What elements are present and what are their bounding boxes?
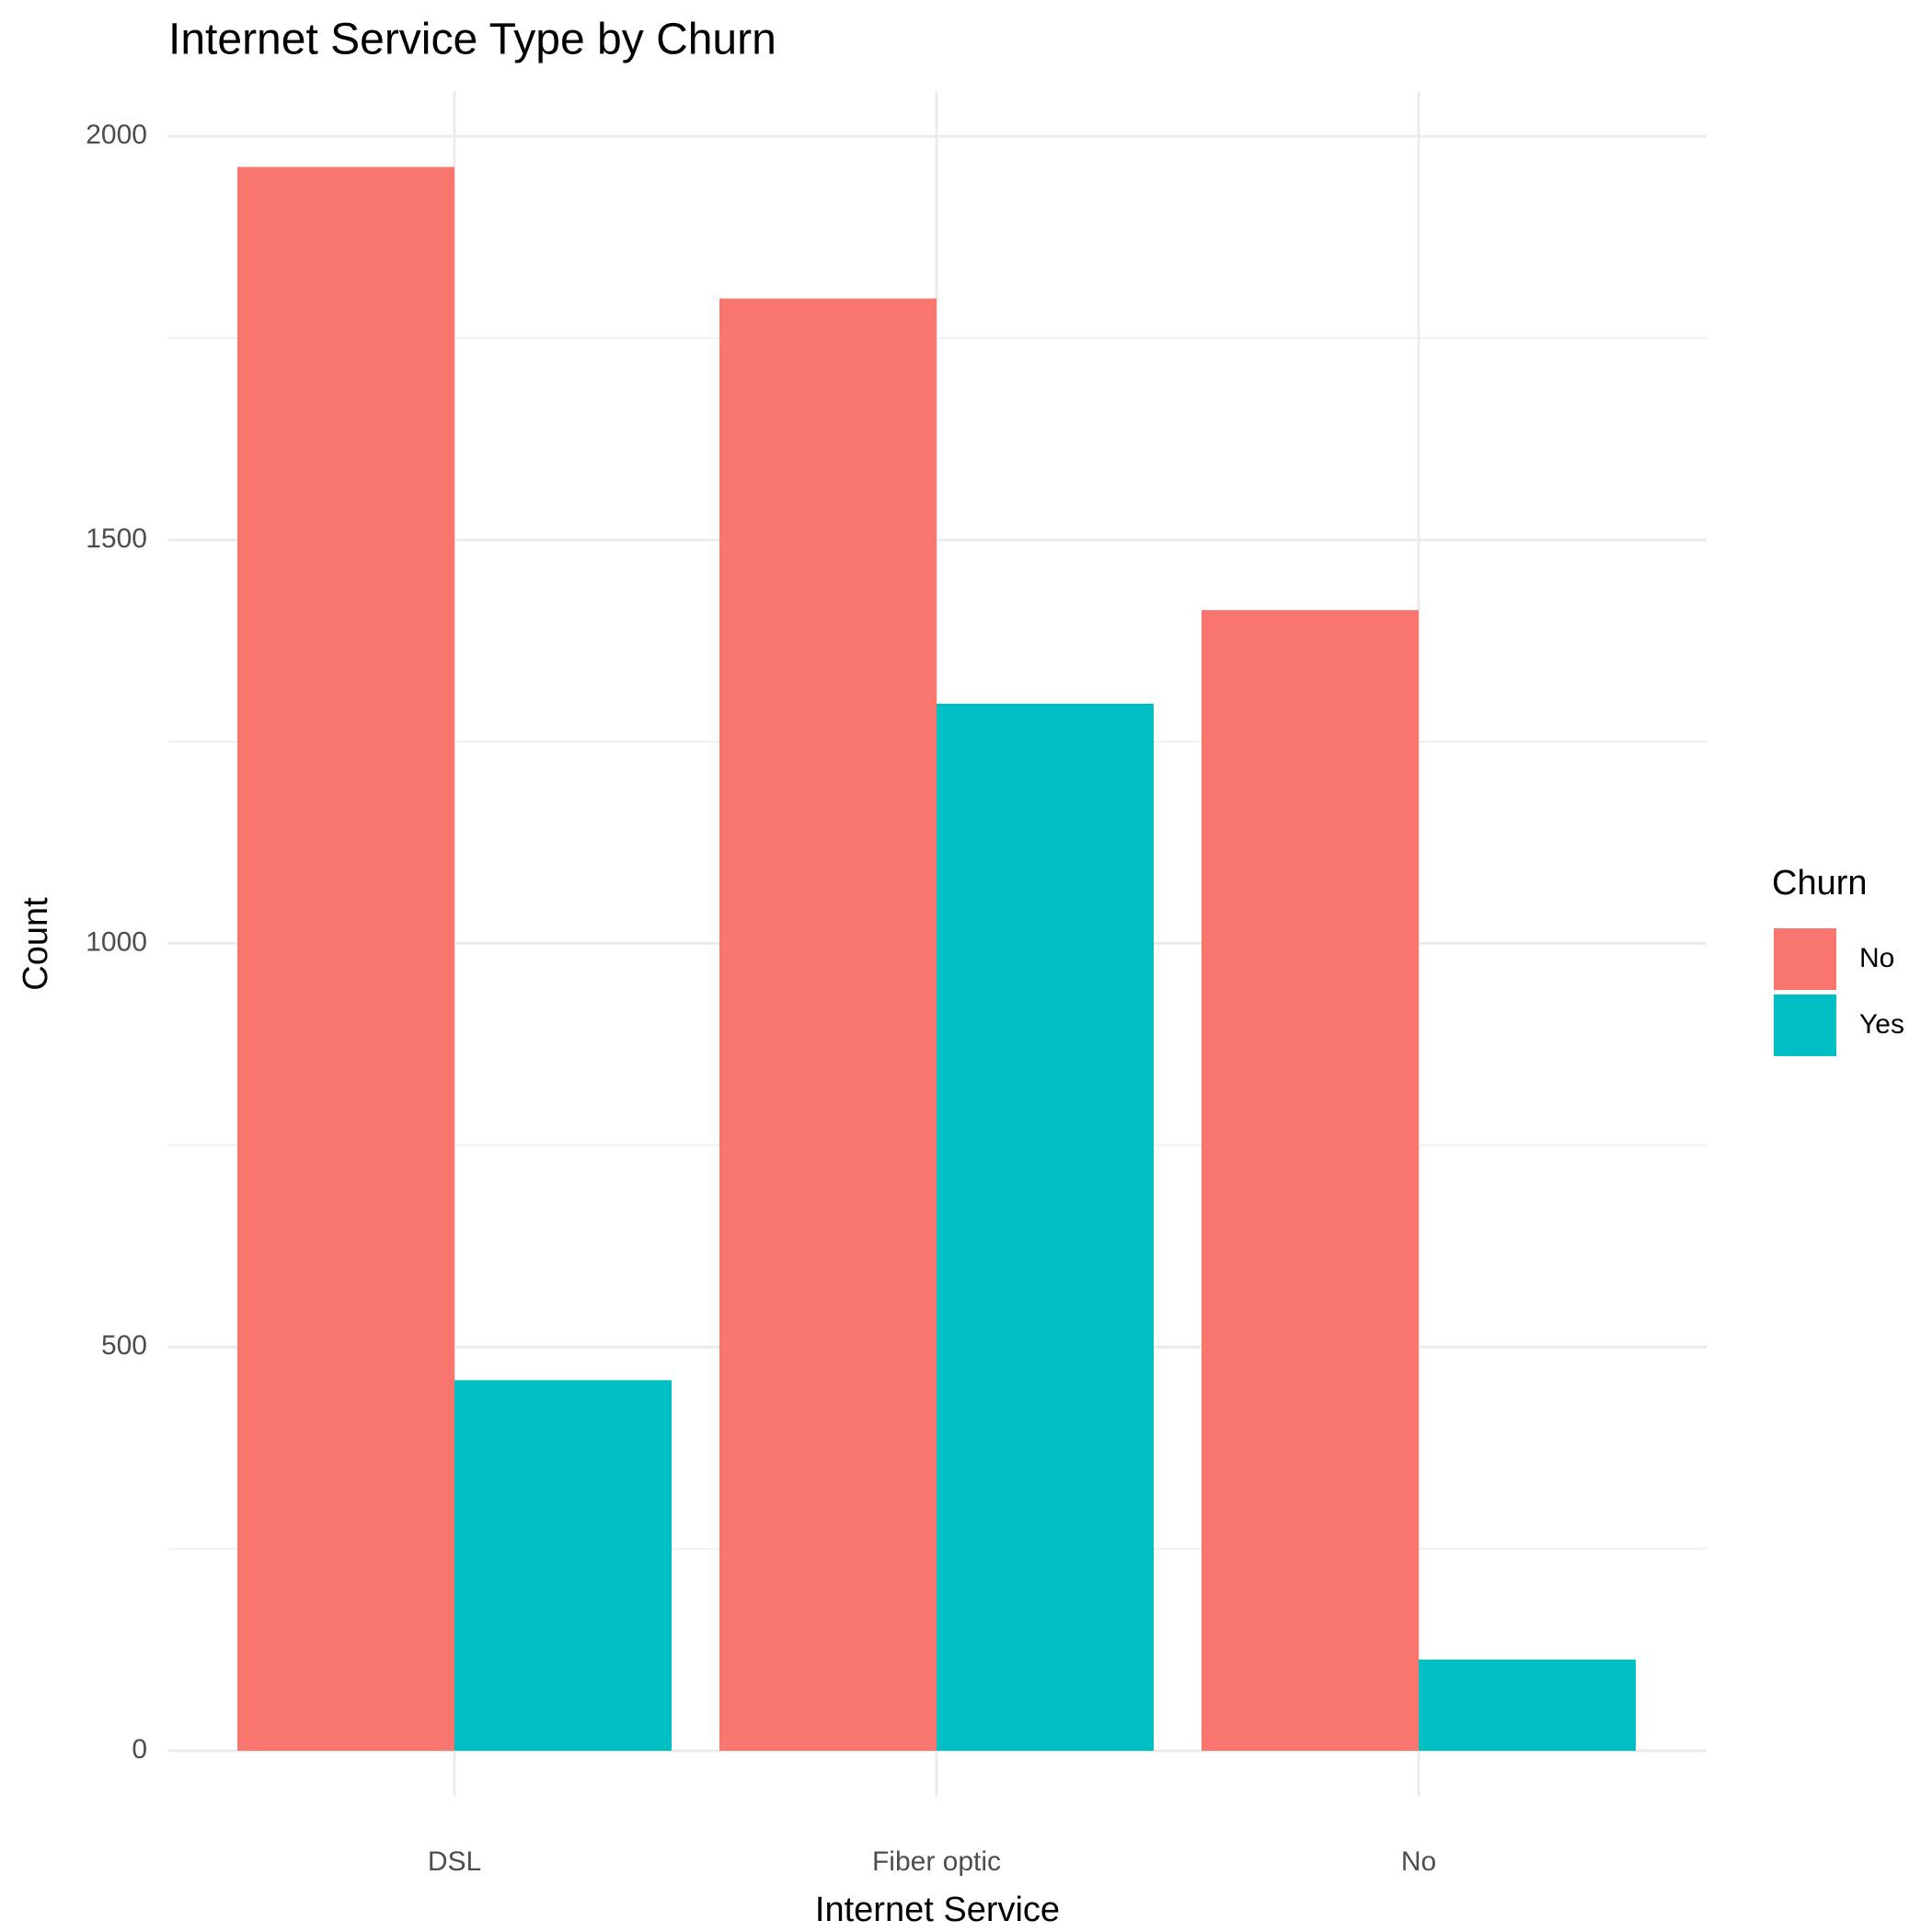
bar <box>937 703 1154 1751</box>
x-tick-label: DSL <box>428 1846 481 1877</box>
bar <box>1202 610 1419 1751</box>
y-axis-title: Count <box>17 897 55 991</box>
chart-title: Internet Service Type by Churn <box>168 16 776 64</box>
legend-key <box>1774 995 1836 1056</box>
bar <box>237 167 454 1751</box>
y-tick-label: 1000 <box>86 926 147 957</box>
legend-key <box>1774 928 1836 990</box>
y-tick-label: 1500 <box>86 523 147 554</box>
x-tick-label: No <box>1401 1846 1436 1877</box>
legend-title: Churn <box>1772 864 1868 903</box>
y-tick-label: 0 <box>132 1734 147 1765</box>
x-tick-label: Fiber optic <box>872 1846 1001 1877</box>
y-tick-label: 2000 <box>86 120 147 150</box>
x-axis-title: Internet Service <box>815 1891 1060 1929</box>
legend-label: No <box>1859 943 1894 973</box>
bar <box>719 298 937 1751</box>
bar <box>454 1380 672 1751</box>
legend-label: Yes <box>1859 1009 1904 1040</box>
y-tick-label: 500 <box>101 1330 147 1361</box>
bar <box>1419 1659 1636 1751</box>
